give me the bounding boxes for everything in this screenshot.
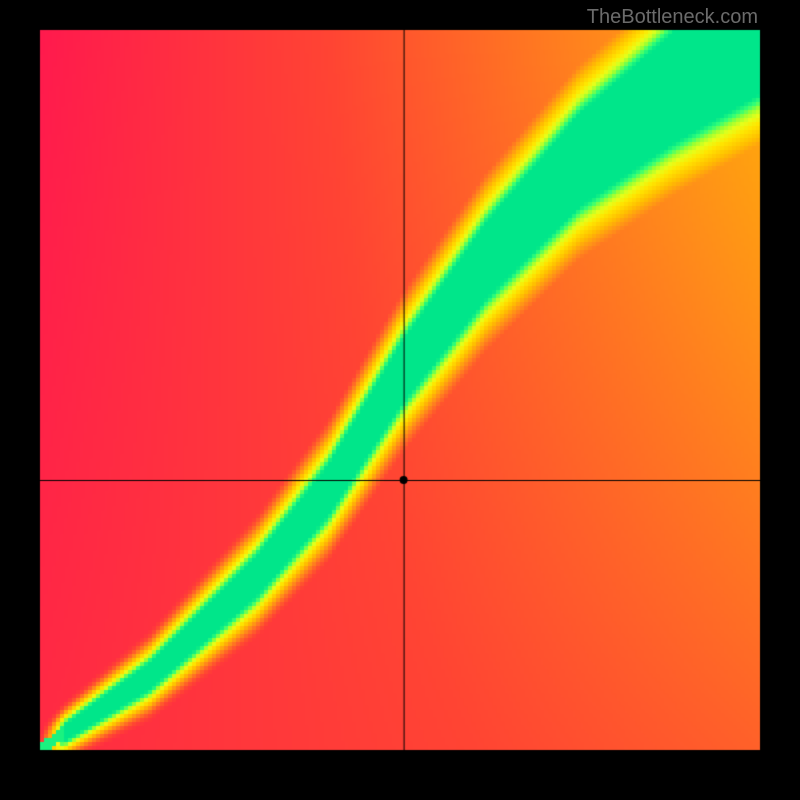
heatmap-canvas	[0, 0, 800, 800]
watermark-text: TheBottleneck.com	[587, 6, 758, 29]
chart-container: TheBottleneck.com	[0, 0, 800, 800]
